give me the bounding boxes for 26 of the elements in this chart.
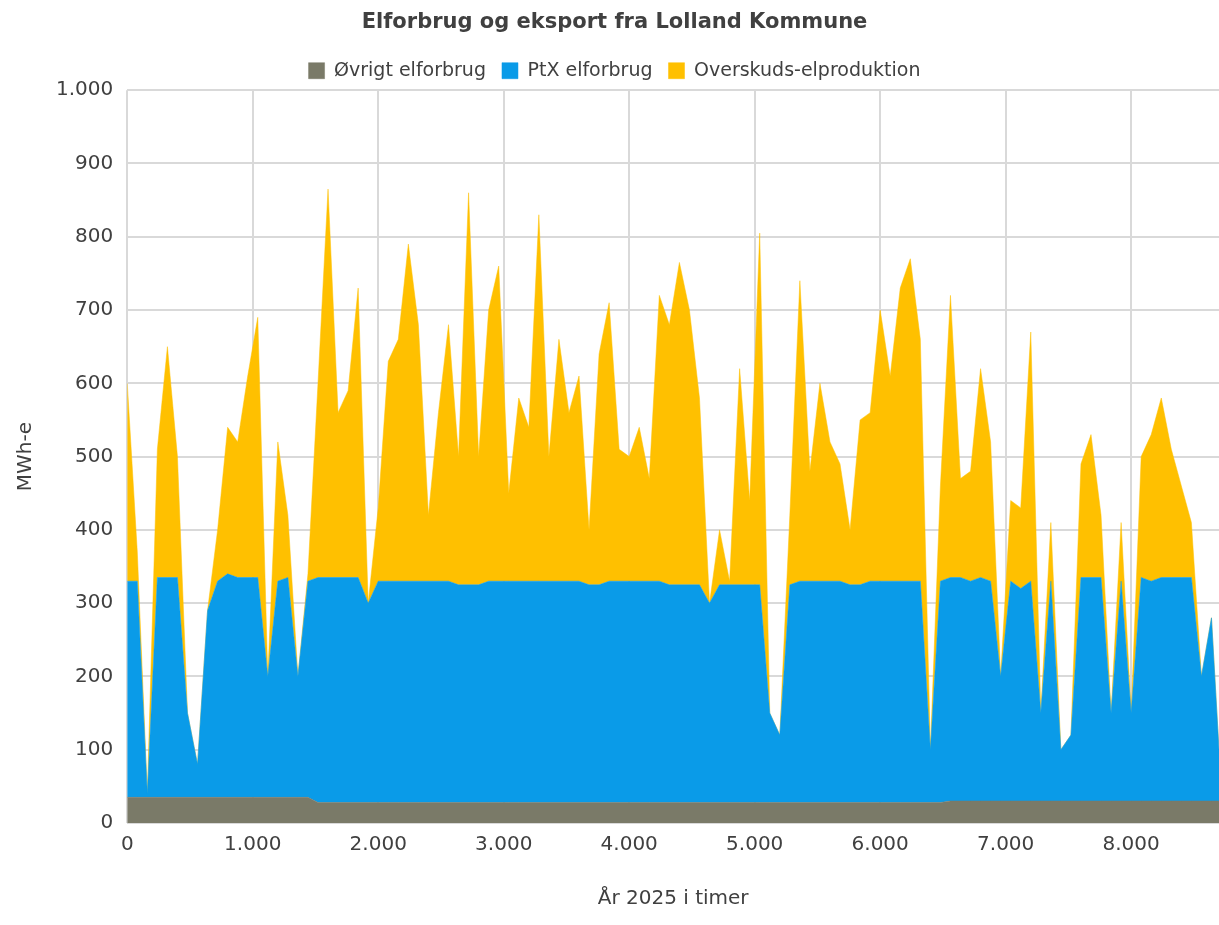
y-tick-label: 300: [75, 589, 114, 614]
legend-label: PtX elforbrug: [527, 57, 653, 80]
x-tick-label: 1.000: [224, 831, 282, 856]
x-tick-label: 6.000: [851, 831, 909, 856]
y-axis-title: MWh-e: [12, 421, 37, 492]
x-tick-label: 5.000: [726, 831, 784, 856]
y-tick-label: 500: [75, 442, 114, 467]
y-tick-label: 800: [75, 222, 114, 247]
x-tick-label: 4.000: [600, 831, 658, 856]
y-tick-label: 100: [75, 735, 114, 760]
y-tick-label: 1.000: [55, 76, 114, 101]
y-tick-label: 200: [75, 662, 114, 687]
x-tick-label: 3.000: [475, 831, 533, 856]
y-tick-label: 900: [75, 149, 114, 174]
y-tick-label: 700: [75, 296, 114, 321]
x-tick-label: 0: [120, 831, 134, 856]
x-tick-label: 2.000: [349, 831, 407, 856]
x-tick-label: 8.000: [1102, 831, 1160, 856]
y-tick-label: 400: [75, 516, 114, 541]
legend-label: Overskuds-elproduktion: [694, 57, 921, 80]
x-tick-label: 7.000: [977, 831, 1035, 856]
legend-label: Øvrigt elforbrug: [334, 57, 486, 80]
y-tick-label: 600: [75, 369, 114, 394]
chart-title: Elforbrug og eksport fra Lolland Kommune: [361, 9, 868, 34]
x-axis-title: År 2025 i timer: [597, 885, 750, 910]
y-tick-label: 0: [100, 809, 114, 834]
